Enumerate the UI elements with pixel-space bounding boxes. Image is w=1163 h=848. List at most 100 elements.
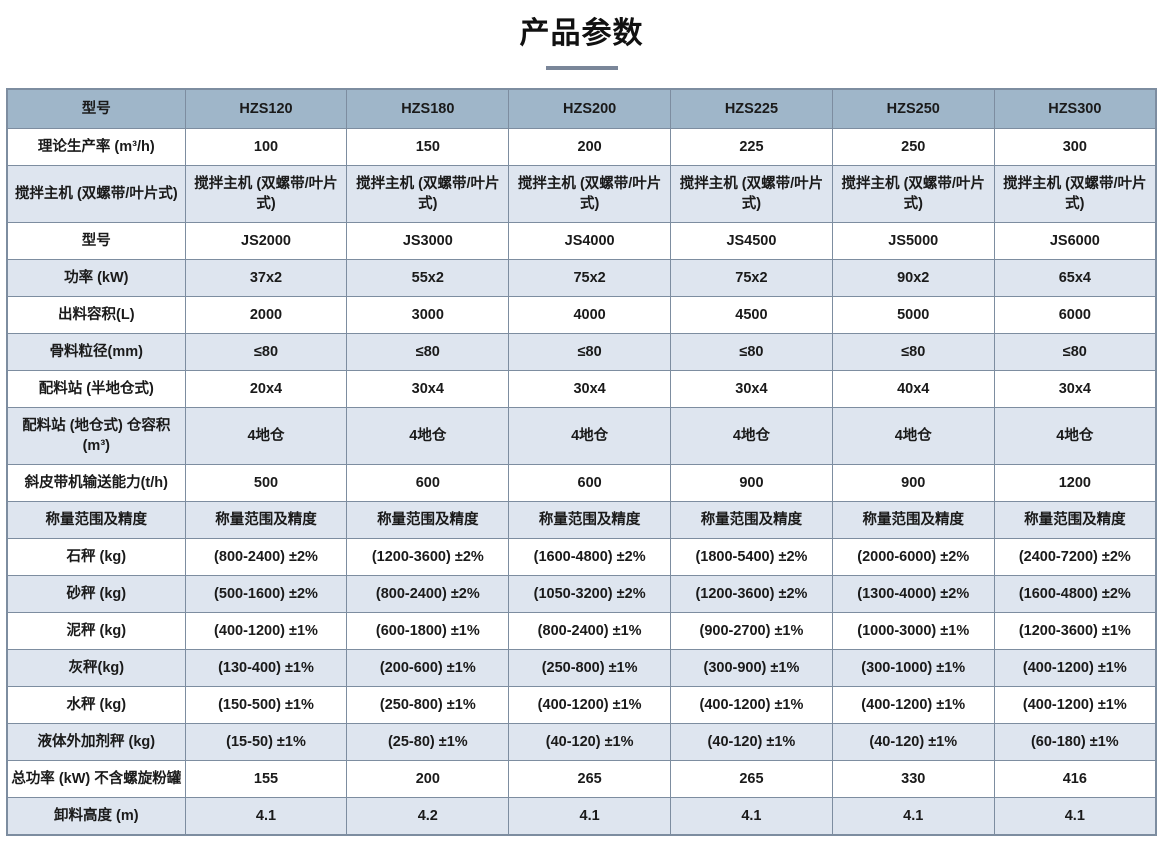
table-cell: (400-1200) ±1% [508, 686, 672, 724]
table-cell: JS2000 [184, 222, 348, 260]
table-cell: 3000 [346, 296, 510, 334]
table-cell: 4000 [508, 296, 672, 334]
table-cell: (1200-3600) ±1% [993, 612, 1157, 650]
table-cell: 6000 [993, 296, 1157, 334]
table-cell: 65x4 [993, 259, 1157, 297]
table-cell: (15-50) ±1% [184, 723, 348, 761]
table-cell: 416 [993, 760, 1157, 798]
table-cell: 4.1 [670, 797, 833, 836]
table-header-row: 型号 HZS120 HZS180 HZS200 HZS225 HZS250 HZS300 [6, 88, 1157, 129]
row-label: 卸料高度 (m) [6, 797, 186, 836]
column-header: HZS120 [184, 88, 348, 129]
row-label: 称量范围及精度 [6, 501, 186, 539]
table-cell: 100 [184, 128, 348, 166]
column-header: HZS225 [670, 88, 833, 129]
table-cell: 200 [508, 128, 672, 166]
table-row: 配料站 (地仓式) 仓容积 (m³) 4地仓 4地仓 4地仓 4地仓 4地仓 4地仓 [6, 407, 1157, 465]
table-cell: (300-900) ±1% [670, 649, 833, 687]
row-label: 搅拌主机 (双螺带/叶片式) [6, 165, 186, 223]
table-cell: 300 [993, 128, 1157, 166]
row-label: 出料容积(L) [6, 296, 186, 334]
table-cell: 4地仓 [831, 407, 995, 465]
table-cell: 900 [831, 464, 995, 502]
table-row: 出料容积(L) 2000 3000 4000 4500 5000 6000 [6, 296, 1157, 334]
table-cell: (600-1800) ±1% [346, 612, 510, 650]
table-cell: 4地仓 [508, 407, 672, 465]
table-row: 砂秤 (kg) (500-1600) ±2% (800-2400) ±2% (1050… [6, 575, 1157, 613]
table-cell: (1800-5400) ±2% [670, 538, 833, 576]
table-row: 配料站 (半地仓式) 20x4 30x4 30x4 30x4 40x4 30x4 [6, 370, 1157, 408]
table-cell: ≤80 [831, 333, 995, 371]
table-cell: 37x2 [184, 259, 348, 297]
table-row: 水秤 (kg) (150-500) ±1% (250-800) ±1% (400-12… [6, 686, 1157, 724]
table-cell: 4.1 [993, 797, 1157, 836]
table-row: 骨料粒径(mm) ≤80 ≤80 ≤80 ≤80 ≤80 ≤80 [6, 333, 1157, 371]
table-cell: (25-80) ±1% [346, 723, 510, 761]
table-cell: 4.2 [346, 797, 510, 836]
table-cell: 30x4 [346, 370, 510, 408]
table-cell: ≤80 [184, 333, 348, 371]
table-row: 称量范围及精度 称量范围及精度 称量范围及精度 称量范围及精度 称量范围及精度 称量范围及… [6, 501, 1157, 539]
table-cell: (40-120) ±1% [831, 723, 995, 761]
table-cell: 500 [184, 464, 348, 502]
table-cell: 30x4 [508, 370, 672, 408]
table-cell: 55x2 [346, 259, 510, 297]
table-cell: 225 [670, 128, 833, 166]
row-label: 型号 [6, 222, 186, 260]
row-label: 水秤 (kg) [6, 686, 186, 724]
table-cell: 250 [831, 128, 995, 166]
table-cell: (1050-3200) ±2% [508, 575, 672, 613]
table-cell: (200-600) ±1% [346, 649, 510, 687]
table-cell: 30x4 [993, 370, 1157, 408]
table-cell: (400-1200) ±1% [184, 612, 348, 650]
table-cell: 搅拌主机 (双螺带/叶片式) [993, 165, 1157, 223]
table-row: 液体外加剂秤 (kg) (15-50) ±1% (25-80) ±1% (40-120… [6, 723, 1157, 761]
table-row: 搅拌主机 (双螺带/叶片式) 搅拌主机 (双螺带/叶片式) 搅拌主机 (双螺带/叶片… [6, 165, 1157, 223]
table-row: 灰秤(kg) (130-400) ±1% (200-600) ±1% (250-800… [6, 649, 1157, 687]
title-underline-bar [545, 66, 618, 70]
table-cell: (500-1600) ±2% [184, 575, 348, 613]
row-label: 骨料粒径(mm) [6, 333, 186, 371]
row-label: 配料站 (地仓式) 仓容积 (m³) [6, 407, 186, 465]
table-cell: 4.1 [508, 797, 672, 836]
table-cell: 2000 [184, 296, 348, 334]
table-cell: ≤80 [346, 333, 510, 371]
table-cell: (1600-4800) ±2% [993, 575, 1157, 613]
table-cell: (1600-4800) ±2% [508, 538, 672, 576]
table-cell: JS6000 [993, 222, 1157, 260]
table-cell: 搅拌主机 (双螺带/叶片式) [670, 165, 833, 223]
table-cell: 称量范围及精度 [993, 501, 1157, 539]
row-label: 功率 (kW) [6, 259, 186, 297]
table-cell: 称量范围及精度 [508, 501, 672, 539]
column-header: HZS300 [993, 88, 1157, 129]
table-cell: (1300-4000) ±2% [831, 575, 995, 613]
table-cell: JS3000 [346, 222, 510, 260]
table-cell: 30x4 [670, 370, 833, 408]
table-cell: (2000-6000) ±2% [831, 538, 995, 576]
table-cell: 75x2 [670, 259, 833, 297]
table-cell: ≤80 [508, 333, 672, 371]
table-cell: (250-800) ±1% [346, 686, 510, 724]
table-cell: 4.1 [831, 797, 995, 836]
table-cell: 200 [346, 760, 510, 798]
table-cell: 4地仓 [346, 407, 510, 465]
table-cell: (2400-7200) ±2% [993, 538, 1157, 576]
table-cell: 600 [346, 464, 510, 502]
table-cell: 265 [670, 760, 833, 798]
row-label: 泥秤 (kg) [6, 612, 186, 650]
table-cell: 150 [346, 128, 510, 166]
table-cell: 600 [508, 464, 672, 502]
table-cell: (400-1200) ±1% [670, 686, 833, 724]
table-cell: 称量范围及精度 [184, 501, 348, 539]
table-cell: 75x2 [508, 259, 672, 297]
table-cell: (1200-3600) ±2% [346, 538, 510, 576]
product-parameters-table: 型号 HZS120 HZS180 HZS200 HZS225 HZS250 HZS300 理… [6, 88, 1157, 836]
column-header: HZS200 [508, 88, 672, 129]
table-cell: ≤80 [670, 333, 833, 371]
table-cell: (40-120) ±1% [670, 723, 833, 761]
column-header: HZS180 [346, 88, 510, 129]
table-cell: (800-2400) ±2% [346, 575, 510, 613]
table-cell: 265 [508, 760, 672, 798]
row-label: 砂秤 (kg) [6, 575, 186, 613]
